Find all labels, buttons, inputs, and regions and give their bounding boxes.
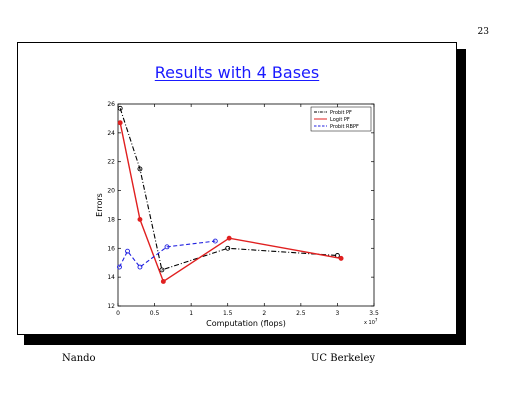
x-multiplier-label: x 107 [364,318,378,327]
y-tick-label: 16 [107,245,115,252]
data-point [159,267,165,273]
data-point [117,105,123,111]
results-chart: 0 0.5 1 1.5 2 2.5 3 3.5 12 14 16 18 20 22 24 26 Computat… [95,101,379,328]
data-point [225,245,231,251]
y-tick-label: 20 [107,188,115,195]
data-point [338,255,344,261]
y-tick-label: 22 [107,159,115,166]
series-line [118,240,216,268]
x-tick-label: 3 [336,310,340,317]
x-tick-label: 1.5 [223,310,233,317]
data-point [137,166,143,172]
legend-label: Probit RBPF [330,124,359,130]
series-1 [117,120,344,284]
x-tick-label: 2.5 [296,310,306,317]
x-tick-label: 0.5 [150,310,160,317]
y-axis-label: Errors [95,193,104,217]
x-tick-label: 1 [189,310,193,317]
series-line [119,108,338,271]
y-tick-label: 14 [107,274,115,281]
x-tick-label: 2 [262,310,266,317]
x-multiplier-exponent: 7 [375,318,378,323]
footer-author: Nando [62,353,96,364]
page-number: 23 [477,27,489,37]
x-axis-label: Computation (flops) [206,319,286,328]
y-tick-label: 12 [107,303,115,310]
y-tick-label: 26 [107,101,115,108]
x-tick-label: 0 [116,310,120,317]
legend-label: Probit PF [330,110,352,116]
data-point [212,238,218,244]
data-point [226,235,232,241]
data-point [164,244,170,250]
x-tick-label: 3.5 [369,310,379,317]
y-tick-label: 18 [107,216,115,223]
slide-title: Results with 4 Bases [154,63,320,82]
data-point [137,216,143,222]
data-point [137,264,143,270]
plot-frame [117,103,375,307]
data-point [160,279,166,284]
series-2 [117,238,218,270]
data-point [125,248,130,254]
footer-institution: UC Berkeley [311,353,376,364]
slide: Results with 4 Bases 0 0.5 1 1.5 2 2.5 3 3.5 12 1… [17,42,457,335]
series-0 [117,105,340,273]
y-tick-label: 24 [107,130,115,137]
data-point [117,120,123,126]
legend-label: Logit PF [330,117,350,123]
data-point [117,264,122,270]
